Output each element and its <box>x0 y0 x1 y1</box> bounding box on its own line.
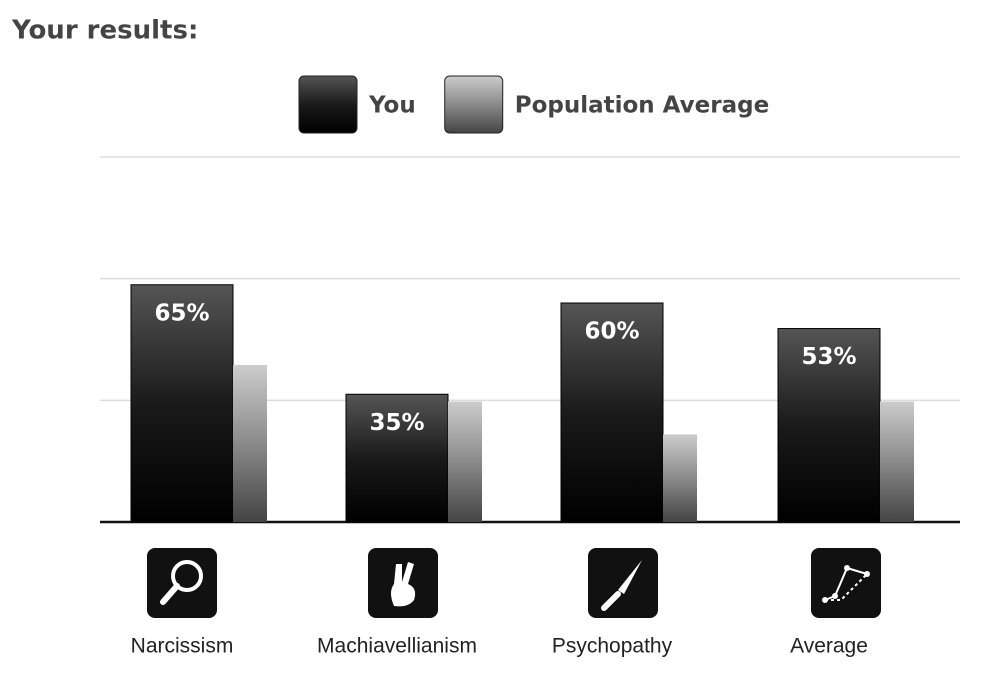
bar <box>233 365 267 522</box>
legend-label: Population Average <box>515 93 769 119</box>
icon-fingers <box>368 548 438 618</box>
x-tick-label: Narcissism <box>131 635 234 658</box>
category-icons <box>147 548 881 618</box>
x-tick-label: Psychopathy <box>552 635 673 658</box>
bar <box>345 393 449 523</box>
data-label: 60% <box>584 319 639 345</box>
icon-knife <box>588 548 658 618</box>
bar <box>880 401 914 522</box>
icon-graph <box>811 548 881 618</box>
legend-swatch <box>444 75 504 134</box>
bar <box>448 401 482 522</box>
x-tick-label: Average <box>790 635 868 658</box>
data-label: 35% <box>369 410 424 436</box>
icon-mirror <box>147 548 217 618</box>
bar <box>777 328 881 523</box>
chart-title: Your results: <box>11 16 198 46</box>
data-label: 53% <box>801 344 856 370</box>
legend-label: You <box>368 93 416 119</box>
legend-swatch <box>298 75 358 134</box>
bar <box>663 434 697 522</box>
bar <box>560 302 664 523</box>
x-tick-label: Machiavellianism <box>317 635 477 658</box>
data-label: 65% <box>154 300 209 326</box>
